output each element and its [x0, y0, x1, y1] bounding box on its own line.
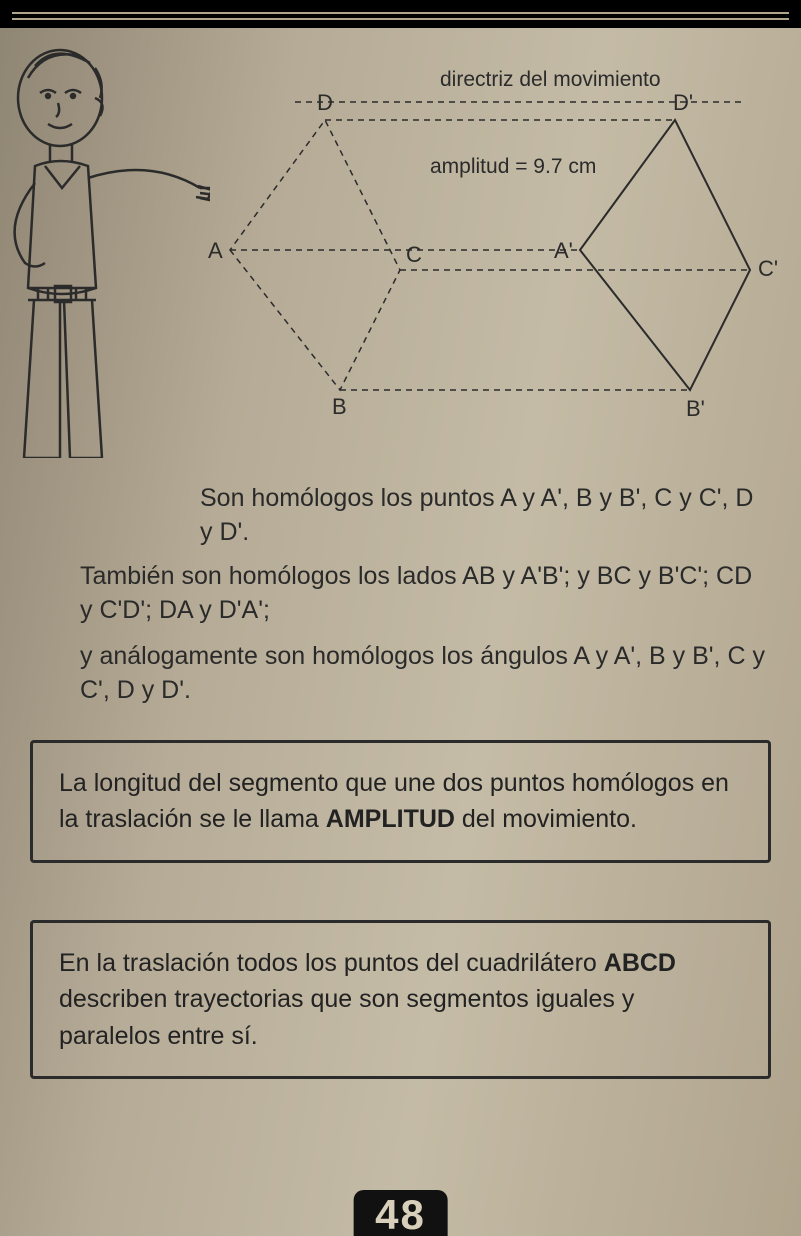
svg-text:C: C	[406, 242, 422, 267]
text-line-2: También son homólogos los lados AB y A'B…	[80, 560, 771, 628]
box2-part1: En la traslación todos los puntos del cu…	[59, 949, 604, 977]
svg-text:B: B	[332, 394, 347, 419]
definition-box-trayectorias: En la traslación todos los puntos del cu…	[30, 920, 771, 1079]
text-line-1: Son homólogos los puntos A y A', B y B',…	[200, 482, 761, 550]
svg-text:B': B'	[686, 396, 705, 421]
svg-text:A: A	[208, 238, 223, 263]
page: ABCDA'B'C'D' directriz del movimiento am…	[0, 0, 801, 1236]
box1-part2: del movimiento.	[455, 805, 637, 833]
definition-box-amplitud: La longitud del segmento que une dos pun…	[30, 740, 771, 863]
svg-text:C': C'	[758, 256, 778, 281]
svg-text:D: D	[317, 90, 333, 115]
directriz-label: directriz del movimiento	[440, 68, 661, 92]
translation-diagram: A B C D A' B' C' D'	[160, 60, 780, 440]
box2-bold: ABCD	[604, 949, 676, 977]
page-number: 48	[353, 1190, 448, 1236]
box1-bold: AMPLITUD	[326, 805, 455, 833]
top-border	[0, 0, 801, 28]
box2-part2: describen trayectorias que son segmentos…	[59, 985, 634, 1049]
amplitud-label: amplitud = 9.7 cm	[430, 155, 596, 179]
text-line-3: y análogamente son homólogos los ángulos…	[80, 640, 771, 708]
svg-text:D': D'	[673, 90, 693, 115]
svg-text:A': A'	[554, 238, 573, 263]
